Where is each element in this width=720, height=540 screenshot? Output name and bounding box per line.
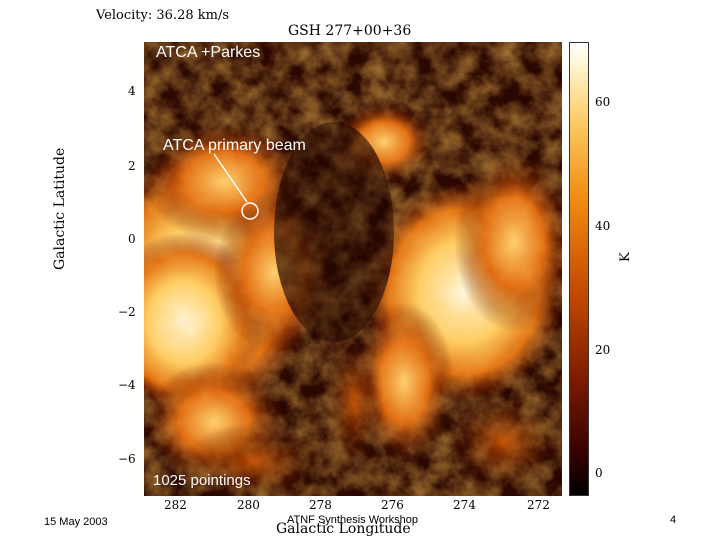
colorbar-tick: 0 [595, 466, 603, 480]
y-tick: −6 [118, 452, 136, 466]
x-tick: 278 [309, 498, 332, 512]
colorbar-tick: 60 [595, 95, 611, 109]
footer-event: ATNF Synthesis Workshop [287, 514, 419, 526]
hi-emission-map [144, 42, 562, 496]
y-tick: 0 [128, 232, 136, 246]
y-tick: −2 [118, 305, 136, 319]
pointings-label: 1025 pointings [153, 472, 251, 489]
footer-date: 15 May 2003 [44, 516, 108, 528]
x-axis-label: Galactic Longitude [276, 521, 411, 537]
colorbar-unit: K [618, 252, 633, 262]
y-tick: −4 [118, 378, 136, 392]
y-tick: 2 [128, 159, 136, 173]
telescopes-label: ATCA +Parkes [156, 44, 261, 61]
x-tick: 282 [164, 498, 187, 512]
x-tick: 276 [381, 498, 404, 512]
primary-beam-label: ATCA primary beam [163, 137, 306, 154]
colorbar-tick: 40 [595, 219, 611, 233]
x-tick: 280 [237, 498, 260, 512]
x-tick: 274 [453, 498, 476, 512]
colorbar-tick: 20 [595, 343, 611, 357]
y-axis-label: Galactic Latitude [52, 147, 68, 270]
colorbar [569, 42, 589, 496]
page-number: 4 [670, 514, 677, 526]
y-tick: 4 [128, 84, 136, 98]
map-title: GSH 277+00+36 [288, 23, 412, 39]
emission-image [144, 42, 562, 496]
x-tick: 272 [527, 498, 550, 512]
velocity-label: Velocity: 36.28 km/s [96, 8, 229, 23]
